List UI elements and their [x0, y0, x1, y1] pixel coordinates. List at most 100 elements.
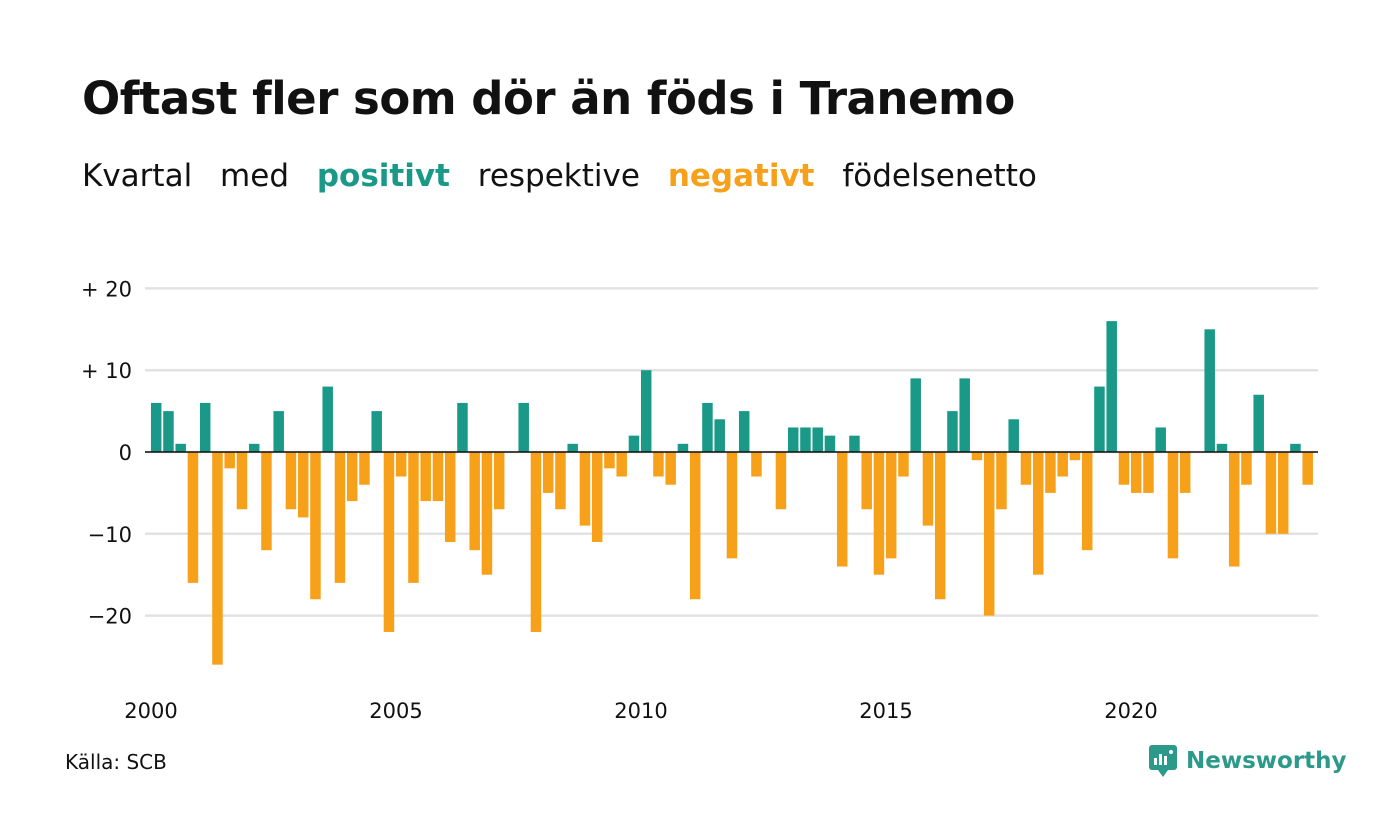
bar: [1020, 452, 1032, 485]
subtitle-word-kvartal: Kvartal: [82, 158, 193, 194]
bar: [1179, 452, 1191, 493]
x-tick-label: 2020: [1104, 699, 1157, 723]
bar: [481, 452, 493, 575]
subtitle-word-fodelsenetto: födelsenetto: [842, 158, 1037, 194]
subtitle-word-respektive: respektive: [477, 158, 640, 194]
brand-name: Newsworthy: [1186, 748, 1347, 774]
bar: [971, 452, 983, 461]
bar: [493, 452, 505, 510]
y-tick-label: −10: [88, 523, 132, 547]
newsworthy-logo-icon: [1149, 745, 1177, 777]
bar: [1106, 321, 1117, 452]
bar: [1277, 452, 1289, 534]
bar: [689, 452, 701, 600]
bar: [849, 435, 860, 452]
bar: [322, 386, 333, 452]
bar: [1069, 452, 1081, 461]
bar: [922, 452, 934, 526]
bar: [653, 452, 664, 477]
bar: [1155, 427, 1166, 452]
bar: [1253, 394, 1264, 452]
bar: [163, 411, 174, 452]
bar: [383, 452, 395, 632]
bar: [371, 411, 382, 452]
bar: [714, 419, 725, 452]
bar: [420, 452, 431, 502]
bar: [800, 427, 811, 452]
bar: [395, 452, 407, 477]
y-tick-label: −20: [88, 605, 132, 629]
bar: [1216, 443, 1228, 452]
bar: [996, 452, 1007, 510]
bar: [812, 427, 823, 452]
bar: [861, 452, 872, 510]
bar: [1265, 452, 1277, 534]
bar: [1290, 443, 1301, 452]
bar: [1057, 452, 1068, 477]
bar: [1204, 329, 1215, 452]
x-tick-label: 2010: [614, 699, 667, 723]
bar: [469, 452, 480, 551]
bar: [285, 452, 297, 510]
source-note: Källa: SCB: [65, 750, 167, 774]
bar: [542, 452, 554, 493]
bar-chart: + 20 + 10 0 −10 −20 2000 2005 2010 2015 2020: [81, 277, 1318, 723]
x-tick-label: 2015: [859, 699, 912, 723]
bar: [444, 452, 456, 542]
bar: [824, 435, 836, 452]
bar: [1045, 452, 1056, 493]
y-tick-label: + 20: [81, 277, 132, 301]
bar: [1228, 452, 1240, 567]
bar: [910, 378, 921, 452]
bar: [567, 443, 578, 452]
bar: [224, 452, 235, 469]
bar: [983, 452, 995, 616]
bar: [665, 452, 676, 485]
bar: [726, 452, 738, 559]
bar: [187, 452, 199, 583]
bar: [1143, 452, 1154, 493]
bar: [616, 452, 627, 477]
chart-title: Oftast fler som dör än föds i Tranemo: [82, 72, 1015, 125]
bar: [346, 452, 358, 502]
bar: [934, 452, 946, 600]
subtitle-word-med: med: [220, 158, 289, 194]
bar: [212, 452, 223, 665]
y-tick-label: 0: [119, 441, 132, 465]
bar: [457, 402, 468, 452]
bar: [787, 427, 799, 452]
bar: [334, 452, 346, 583]
bar: [836, 452, 848, 567]
bar: [273, 411, 284, 452]
bar: [959, 378, 970, 452]
bar: [640, 370, 652, 452]
bar: [199, 402, 211, 452]
bar: [1167, 452, 1179, 559]
x-tick-label: 2005: [369, 699, 422, 723]
bar: [1302, 452, 1313, 485]
bar: [738, 411, 750, 452]
bar: [677, 443, 689, 452]
bar: [359, 452, 370, 485]
bar: [1118, 452, 1130, 485]
x-tick-label: 2000: [124, 699, 177, 723]
bar: [175, 443, 186, 452]
bar: [1032, 452, 1044, 575]
bar: [150, 402, 162, 452]
bar: [1130, 452, 1142, 493]
bar: [518, 402, 529, 452]
bar: [775, 452, 787, 510]
bar: [898, 452, 909, 477]
bar: [885, 452, 897, 559]
bar: [555, 452, 566, 510]
bar: [579, 452, 591, 526]
bar: [530, 452, 542, 632]
bar: [1241, 452, 1252, 485]
bar: [1008, 419, 1019, 452]
bar: [873, 452, 885, 575]
bar: [604, 452, 615, 469]
bar: [628, 435, 640, 452]
bar: [297, 452, 309, 518]
brand-logo: Newsworthy: [1148, 744, 1347, 778]
y-tick-label: + 10: [81, 359, 132, 383]
